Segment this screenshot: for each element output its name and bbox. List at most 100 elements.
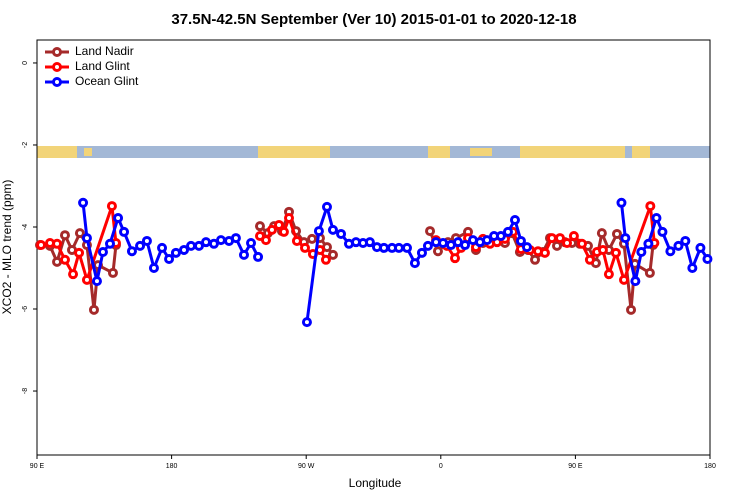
- point: [695, 242, 706, 253]
- point: [521, 242, 532, 253]
- y-tick-label: 0: [22, 61, 29, 65]
- point: [530, 254, 541, 265]
- x-tick-label: 180: [166, 463, 178, 470]
- legend-label: Land Nadir: [75, 44, 134, 58]
- point: [422, 240, 433, 251]
- point: [291, 235, 302, 246]
- point: [552, 240, 563, 251]
- point: [626, 304, 637, 315]
- point: [301, 317, 312, 328]
- point: [278, 226, 289, 237]
- x-tick-label: 90 E: [30, 463, 45, 470]
- point: [164, 253, 175, 264]
- point: [438, 237, 449, 248]
- point: [568, 231, 579, 242]
- point: [327, 249, 338, 260]
- x-tick-label: 0: [439, 463, 443, 470]
- legend-label: Ocean Glint: [75, 74, 139, 88]
- point: [113, 212, 124, 223]
- point: [416, 247, 427, 258]
- point: [651, 212, 662, 223]
- series-line: [39, 207, 655, 310]
- point: [482, 235, 493, 246]
- point: [378, 242, 389, 253]
- point: [230, 233, 241, 244]
- point: [546, 233, 557, 244]
- point: [673, 240, 684, 251]
- point: [336, 228, 347, 239]
- point: [157, 242, 168, 253]
- point: [665, 246, 676, 257]
- point: [515, 235, 526, 246]
- point: [576, 238, 587, 249]
- x-axis-title: Longitude: [349, 476, 402, 490]
- point: [119, 226, 130, 237]
- point: [327, 224, 338, 235]
- point: [502, 226, 513, 237]
- point: [52, 256, 63, 267]
- point: [596, 228, 607, 239]
- point: [253, 251, 264, 262]
- point: [74, 228, 85, 239]
- point: [644, 267, 655, 278]
- point: [597, 244, 608, 255]
- point: [554, 233, 565, 244]
- point: [562, 237, 573, 248]
- x-tick-label: 180: [704, 463, 716, 470]
- point: [603, 269, 614, 280]
- point: [266, 224, 277, 235]
- point: [126, 246, 137, 257]
- point: [630, 276, 641, 287]
- y-tick-label: -8: [22, 388, 29, 394]
- point: [200, 237, 211, 248]
- map-strip: [37, 146, 710, 158]
- point: [307, 233, 318, 244]
- point: [135, 240, 146, 251]
- point: [320, 254, 331, 265]
- point: [179, 244, 190, 255]
- point: [284, 212, 295, 223]
- point: [91, 276, 102, 287]
- point: [636, 247, 647, 258]
- point: [193, 240, 204, 251]
- point: [52, 238, 63, 249]
- point: [680, 235, 691, 246]
- chart-title: 37.5N-42.5N September (Ver 10) 2015-01-0…: [171, 11, 576, 28]
- point: [495, 231, 506, 242]
- point: [300, 242, 311, 253]
- x-tick-label: 90 W: [298, 463, 315, 470]
- point: [148, 263, 159, 274]
- point: [68, 269, 79, 280]
- point: [97, 247, 108, 258]
- point: [313, 226, 324, 237]
- point: [81, 274, 92, 285]
- point: [584, 254, 595, 265]
- point: [643, 238, 654, 249]
- point: [74, 247, 85, 258]
- point: [260, 235, 271, 246]
- point: [36, 240, 47, 251]
- point: [611, 228, 622, 239]
- point: [246, 237, 257, 248]
- point: [610, 247, 621, 258]
- point: [59, 230, 70, 241]
- point: [254, 221, 265, 232]
- legend-marker: [52, 62, 62, 72]
- point: [425, 226, 436, 237]
- point: [402, 242, 413, 253]
- point: [509, 215, 520, 226]
- point: [620, 233, 631, 244]
- point: [702, 253, 713, 264]
- point: [141, 235, 152, 246]
- y-tick-label: -2: [22, 142, 29, 148]
- point: [687, 263, 698, 274]
- point: [186, 240, 197, 251]
- point: [238, 249, 249, 260]
- point: [321, 201, 332, 212]
- point: [616, 197, 627, 208]
- legend-label: Land Glint: [75, 59, 130, 73]
- point: [81, 233, 92, 244]
- point: [104, 238, 115, 249]
